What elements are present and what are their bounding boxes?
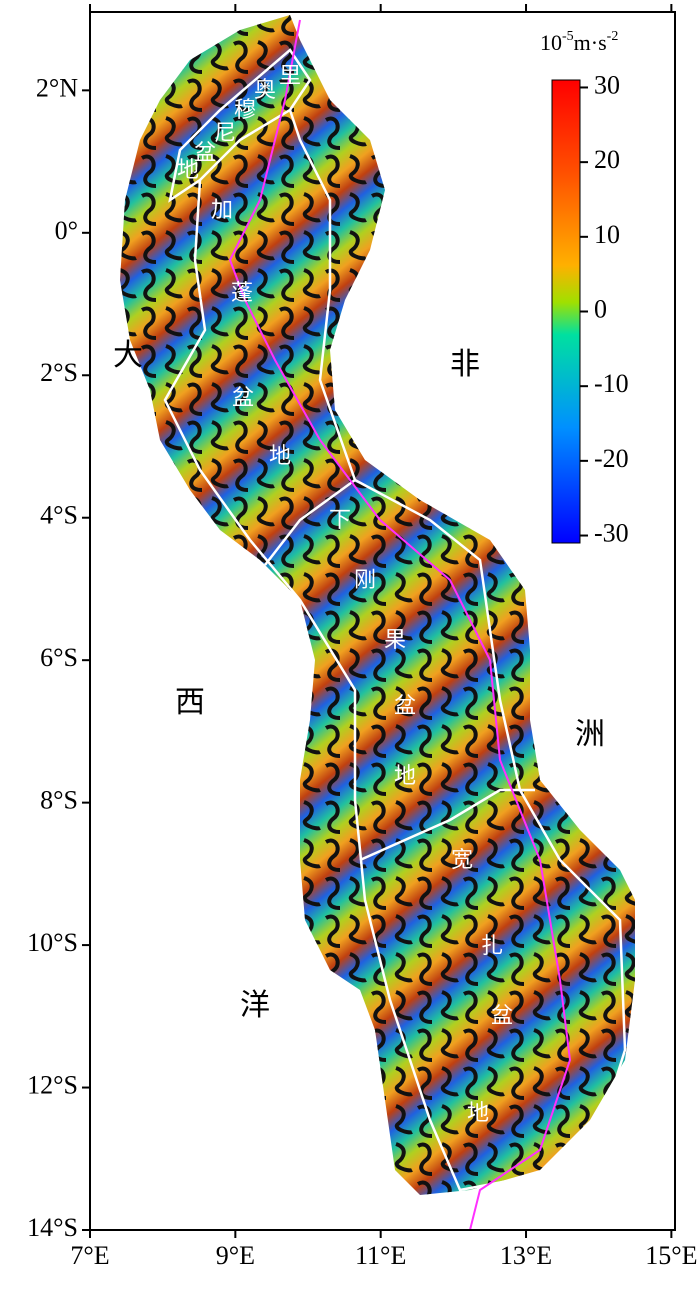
x-tick-label: 7°E [70, 1241, 109, 1270]
region-label: 洲 [575, 718, 605, 751]
colorbar-tick-label: -30 [594, 519, 629, 548]
y-tick-label: 8°S [40, 786, 78, 815]
basin-label: 盆 [194, 140, 216, 165]
y-tick-label: 0° [55, 216, 78, 245]
basin-boundaries [163, 48, 627, 1192]
basin-label: 加 [211, 197, 233, 222]
x-tick-label: 9°E [216, 1241, 255, 1270]
y-tick-label: 14°S [27, 1213, 78, 1242]
colorbar [551, 79, 581, 544]
basin-label: 扎 [481, 933, 503, 958]
colorbar-tick-label: 30 [594, 70, 620, 99]
y-tick-label: 6°S [40, 643, 78, 672]
y-tick-label: 10°S [27, 928, 78, 957]
basin-label: 地 [269, 443, 291, 468]
basin-label: 蓬 [231, 280, 253, 305]
region-label: 洋 [240, 989, 270, 1022]
basin-label: 尼 [214, 120, 236, 145]
basin-label: 奥 [254, 77, 276, 102]
y-tick-label: 4°S [40, 501, 78, 530]
basin-label: 刚 [354, 567, 376, 592]
basin-label: 里 [279, 63, 301, 88]
y-tick-label: 2°N [36, 73, 78, 102]
x-tick-label: 11°E [355, 1241, 406, 1270]
unit-part: -5 [562, 29, 574, 44]
frame [89, 11, 676, 1231]
basin-label: 盆 [491, 1003, 513, 1028]
unit-part: m·s [574, 30, 607, 55]
unit-part: 10 [540, 30, 562, 55]
basin-label: 穆 [234, 97, 256, 122]
x-tick-label: 15°E [645, 1241, 697, 1270]
colorbar-tick-label: 0 [594, 294, 607, 323]
colorbar-tick-label: -20 [594, 444, 629, 473]
unit-label: 10-5m·s-2 [540, 29, 618, 55]
x-tick-label: 13°E [500, 1241, 552, 1270]
basin-label: 盆 [394, 693, 416, 718]
y-tick-label: 2°S [40, 358, 78, 387]
region-label: 西 [175, 686, 205, 719]
basin-label: 地 [177, 157, 199, 182]
basin-label: 果 [384, 627, 406, 652]
region-label: 大 [113, 339, 143, 372]
basin-label: 下 [329, 507, 351, 532]
basin-label: 盆 [232, 385, 254, 410]
colorbar-tick-label: -10 [594, 369, 629, 398]
basin-label: 地 [394, 763, 416, 788]
basin-label: 地 [467, 1100, 489, 1125]
basin-label: 宽 [451, 847, 473, 872]
y-tick-label: 12°S [27, 1071, 78, 1100]
colorbar-tick-label: 20 [594, 145, 620, 174]
unit-part: -2 [607, 29, 619, 44]
region-label: 非 [450, 348, 480, 381]
border-line [228, 19, 572, 1231]
colorbar-tick-label: 10 [594, 220, 620, 249]
